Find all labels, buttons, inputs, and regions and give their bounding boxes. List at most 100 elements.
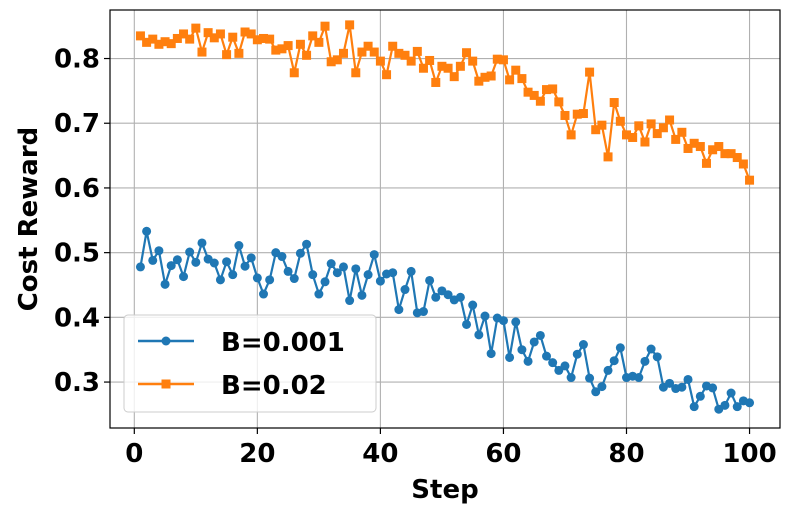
legend-box (123, 314, 377, 413)
data-point (203, 28, 213, 38)
data-point (535, 96, 545, 106)
y-tick-label: 0.4 (54, 303, 100, 333)
data-point (271, 45, 281, 55)
data-point (363, 41, 373, 51)
data-point (209, 33, 219, 43)
data-point (708, 383, 718, 393)
data-point (185, 34, 195, 44)
legend-label: B=0.02 (221, 371, 327, 401)
data-point (418, 307, 428, 317)
data-point (652, 129, 662, 139)
data-point (732, 153, 742, 163)
data-point (677, 382, 687, 392)
data-point (425, 55, 435, 65)
data-point (388, 41, 398, 51)
data-point (431, 77, 441, 87)
data-point (560, 110, 570, 120)
data-point (542, 85, 552, 95)
data-point (665, 115, 675, 125)
data-point (745, 175, 755, 185)
data-point (369, 47, 379, 57)
series-2 (135, 20, 755, 185)
data-point (572, 349, 582, 359)
legend-marker (161, 336, 171, 346)
series-line (139, 23, 751, 181)
data-point (240, 27, 250, 37)
data-point (474, 330, 484, 340)
data-point (179, 29, 189, 39)
data-point (585, 373, 595, 383)
data-point (505, 75, 515, 85)
data-point (148, 34, 158, 44)
data-point (332, 268, 342, 278)
data-point (683, 374, 693, 384)
data-point (671, 134, 681, 144)
data-point (295, 39, 305, 49)
data-point (197, 47, 207, 57)
data-point (597, 382, 607, 392)
data-point (351, 264, 361, 274)
data-point (332, 55, 342, 65)
data-point (572, 109, 582, 119)
data-point (412, 46, 422, 56)
data-point (652, 352, 662, 362)
data-point (455, 292, 465, 302)
legend: B=0.001 B=0.02 (123, 314, 377, 413)
data-point (554, 97, 564, 107)
data-point (351, 68, 361, 78)
data-point (517, 345, 527, 355)
data-point (246, 253, 256, 263)
data-point (418, 63, 428, 73)
data-point (462, 319, 472, 329)
data-point (511, 317, 521, 327)
data-point (548, 84, 558, 94)
legend-label: B=0.001 (221, 328, 345, 358)
data-point (554, 365, 564, 375)
data-point (382, 70, 392, 80)
series-1 (135, 226, 755, 414)
data-point (338, 262, 348, 272)
data-point (400, 285, 410, 295)
data-point (603, 152, 613, 162)
data-point (585, 67, 595, 77)
data-point (160, 37, 170, 47)
data-point (529, 90, 539, 100)
data-point (135, 262, 145, 272)
data-point (677, 127, 687, 137)
data-point (443, 63, 453, 73)
data-point (720, 400, 730, 410)
data-point (486, 349, 496, 359)
data-point (683, 143, 693, 153)
data-point (345, 296, 355, 306)
data-point (345, 20, 355, 30)
data-point (640, 137, 650, 147)
legend-marker (161, 379, 171, 389)
plot-frame (109, 9, 781, 429)
data-point (338, 48, 348, 58)
data-point (578, 109, 588, 119)
data-point (357, 47, 367, 57)
data-point (240, 261, 250, 271)
x-tick-label: 60 (485, 439, 521, 469)
data-point (228, 32, 238, 42)
data-point (135, 31, 145, 41)
data-point (689, 402, 699, 412)
data-point (480, 72, 490, 82)
data-point (621, 130, 631, 140)
data-point (695, 142, 705, 152)
data-point (172, 255, 182, 265)
data-point (215, 29, 225, 39)
data-point (591, 125, 601, 135)
data-point (523, 356, 533, 366)
data-point (222, 257, 232, 267)
y-tick-label: 0.8 (54, 45, 100, 75)
data-point (326, 259, 336, 269)
legend-entries: B=0.001 B=0.02 (138, 328, 345, 401)
data-point (498, 55, 508, 65)
data-point (252, 35, 262, 45)
data-point (529, 337, 539, 347)
data-point (191, 257, 201, 267)
y-tick-label: 0.6 (54, 174, 100, 204)
data-point (166, 39, 176, 49)
data-point (738, 159, 748, 169)
